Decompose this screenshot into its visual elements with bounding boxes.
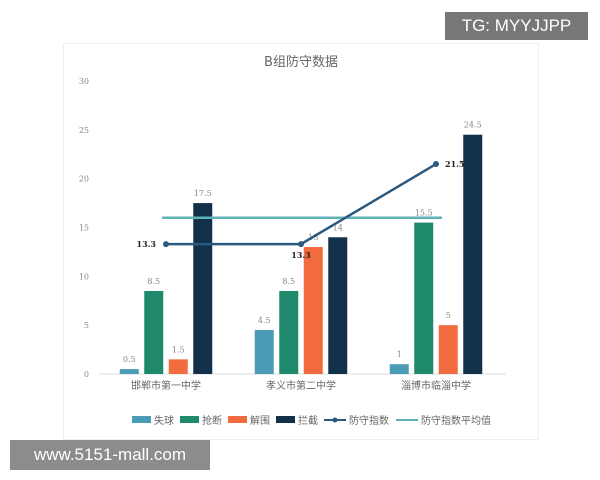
defense-index-label: 13.3 <box>137 239 157 249</box>
y-tick-label: 20 <box>79 175 89 184</box>
watermark-url: www.5151-mall.com <box>10 440 210 470</box>
legend-label: 防守指数平均值 <box>421 414 491 427</box>
bar-解围 <box>303 247 323 374</box>
legend-swatch-失球 <box>132 416 151 423</box>
y-tick-label: 30 <box>79 77 89 86</box>
data-label: 14 <box>333 223 343 232</box>
data-label: 17.5 <box>194 189 212 198</box>
data-label: 1 <box>397 350 402 359</box>
y-tick-label: 10 <box>79 272 89 281</box>
bar-抢断 <box>144 290 164 374</box>
legend-marker <box>332 417 338 423</box>
defense-index-label: 21.5 <box>445 159 464 169</box>
bar-失球 <box>254 330 274 374</box>
bar-抢断 <box>414 222 434 374</box>
bar-拦截 <box>193 203 213 374</box>
legend-label: 抢断 <box>202 414 222 427</box>
bar-解围 <box>168 359 188 374</box>
bar-拦截 <box>328 237 348 374</box>
y-tick-label: 25 <box>79 126 89 135</box>
data-label: 15.5 <box>415 209 433 218</box>
legend-swatch-拦截 <box>276 416 295 423</box>
chart-panel: B组防守数据 0 5 10 15 20 25 30 邯郸市第一中学 孝义市第二中学 淄博市临淄中学 0… <box>63 43 539 440</box>
defense-index-label: 13.3 <box>291 250 311 260</box>
x-tick-label: 淄博市临淄中学 <box>401 379 471 392</box>
bar-拦截 <box>463 134 483 374</box>
data-label: 8.5 <box>147 277 160 286</box>
legend-label: 失球 <box>154 414 174 427</box>
defense-index-point <box>163 241 169 248</box>
defense-index-point <box>298 241 304 248</box>
bar-抢断 <box>279 290 299 374</box>
chart-title: B组防守数据 <box>264 54 338 70</box>
data-label: 4.5 <box>258 316 271 325</box>
legend-swatch-解围 <box>228 416 247 423</box>
bar-失球 <box>389 364 409 374</box>
data-label: 5 <box>446 311 451 320</box>
data-label: 8.5 <box>282 277 295 286</box>
watermark-tg: TG: MYYJJPP <box>445 12 588 40</box>
y-tick-label: 0 <box>84 370 89 379</box>
x-tick-label: 邯郸市第一中学 <box>131 379 201 392</box>
data-label: 24.5 <box>464 121 482 130</box>
legend-swatch-抢断 <box>180 416 199 423</box>
y-tick-label: 5 <box>84 321 89 330</box>
y-tick-label: 15 <box>79 224 89 233</box>
data-label: 0.5 <box>123 355 136 364</box>
legend-label: 防守指数 <box>349 414 389 427</box>
bar-失球 <box>119 369 139 374</box>
legend-label: 拦截 <box>298 414 318 427</box>
legend-label: 解围 <box>250 414 270 427</box>
bar-解围 <box>438 325 458 374</box>
data-label: 1.5 <box>172 345 185 354</box>
x-tick-label: 孝义市第二中学 <box>266 379 336 392</box>
defense-index-point <box>433 161 439 168</box>
